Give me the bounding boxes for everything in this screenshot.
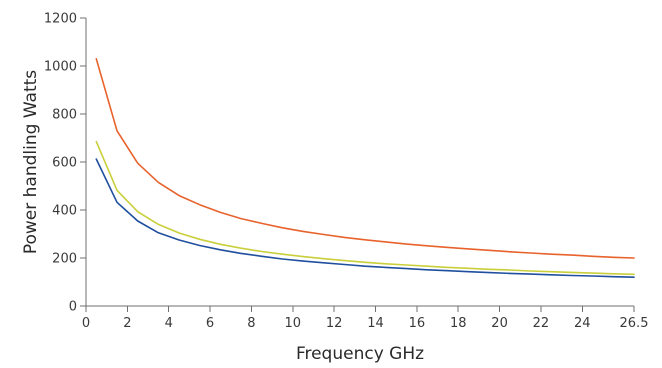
x-tick-label: 16 <box>409 316 426 331</box>
x-tick-label: 26.5 <box>620 316 649 331</box>
x-tick-label: 6 <box>206 316 214 331</box>
y-axis-title: Power handling Watts <box>21 70 41 254</box>
series-line-3 <box>95 158 635 279</box>
y-tick-label: 400 <box>52 204 77 219</box>
x-tick-label: 18 <box>450 316 467 331</box>
y-tick-label: 1200 <box>44 12 77 27</box>
y-tick-label: 1000 <box>44 60 77 75</box>
x-tick-label: 14 <box>367 316 384 331</box>
x-tick-label: 0 <box>82 316 90 331</box>
x-axis-title: Frequency GHz <box>296 344 424 364</box>
series-line-2 <box>95 140 635 276</box>
x-tick-label: 2 <box>123 316 131 331</box>
x-tick-label: 22 <box>533 316 550 331</box>
x-tick-label: 10 <box>285 316 302 331</box>
x-tick-label: 20 <box>491 316 508 331</box>
y-axis-ticks: 0 200 400 600 800 1000 1200 <box>44 12 86 315</box>
series-line-1 <box>95 57 635 259</box>
x-tick-label: 12 <box>326 316 343 331</box>
y-tick-label: 200 <box>52 252 77 267</box>
series-lines <box>95 57 635 279</box>
x-tick-label: 8 <box>247 316 255 331</box>
y-tick-label: 800 <box>52 108 77 123</box>
y-tick-label: 0 <box>69 300 77 315</box>
x-tick-label: 4 <box>165 316 173 331</box>
x-tick-label: 24 <box>574 316 591 331</box>
x-axis-ticks: 0 2 4 6 8 10 12 14 16 18 20 22 24 26.5 <box>82 306 649 331</box>
y-tick-label: 600 <box>52 156 77 171</box>
